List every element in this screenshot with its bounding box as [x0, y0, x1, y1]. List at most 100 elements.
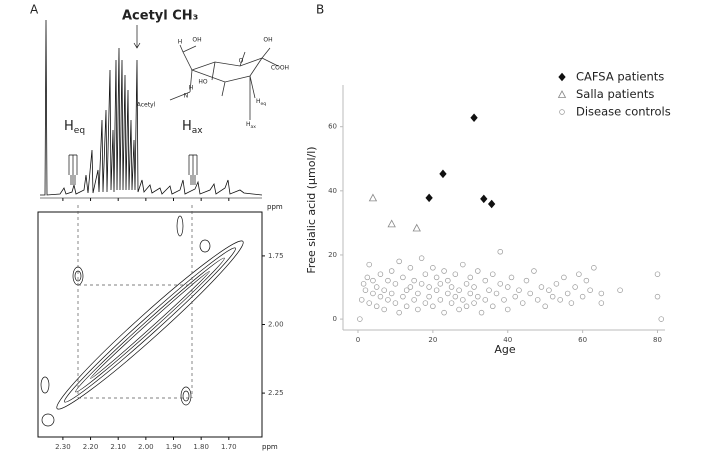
marker-circle [463, 281, 470, 287]
marker-circle [553, 281, 560, 287]
marker-circle [456, 287, 462, 293]
marker-circle [463, 303, 470, 310]
axis-label: ppm [262, 443, 278, 451]
marker-circle [538, 284, 545, 290]
marker-circle [422, 300, 429, 306]
marker-circle [407, 284, 414, 290]
marker-circle [400, 274, 406, 281]
marker-circle [366, 300, 372, 306]
marker-circle [478, 309, 485, 316]
marker-circle [561, 274, 567, 281]
marker-circle [364, 274, 371, 281]
marker-circle [411, 297, 417, 303]
marker-circle [452, 271, 459, 277]
marker-circle [456, 306, 462, 313]
marker-circle [546, 287, 552, 293]
marker-circle [407, 265, 414, 271]
marker-circle [559, 109, 565, 115]
marker-circle [400, 293, 406, 300]
marker-circle [557, 297, 563, 303]
marker-circle [523, 277, 530, 284]
x-tick-label: 2.00 [138, 443, 154, 451]
marker-circle [388, 290, 395, 297]
marker-circle [445, 290, 451, 297]
marker-circle [493, 290, 500, 297]
panel-label: B [316, 3, 324, 17]
x-tick-label: 60 [578, 336, 587, 344]
molecule-label: HO [198, 79, 208, 86]
h-eq-label: Heq [64, 119, 85, 136]
marker-circle [508, 274, 515, 281]
marker-circle [370, 290, 376, 297]
marker-diamond [425, 193, 433, 203]
marker-circle [396, 258, 402, 265]
marker-circle [396, 309, 402, 316]
marker-circle [654, 293, 661, 300]
marker-triangle [368, 193, 378, 202]
marker-circle [583, 277, 590, 284]
marker-circle [460, 297, 466, 303]
nmr-spectrum [40, 19, 263, 199]
axis-label: ppm [267, 203, 283, 211]
molecule [169, 44, 279, 120]
marker-circle [415, 306, 421, 313]
marker-circle [497, 281, 504, 287]
marker-circle [471, 284, 477, 290]
hsqc-contours [40, 215, 244, 427]
y-tick-label: 60 [328, 123, 337, 131]
molecule-label: COOH [271, 65, 289, 72]
marker-circle [658, 316, 665, 322]
y-tick-label: 2.25 [268, 389, 284, 397]
marker-circle [475, 293, 481, 300]
molecule-label: OH [192, 37, 201, 44]
marker-circle [392, 281, 399, 287]
marker-circle [373, 284, 380, 290]
marker-circle [482, 277, 489, 284]
legend-label: Salla patients [576, 87, 654, 101]
marker-circle [385, 277, 391, 284]
x-axis-title: Age [494, 343, 516, 356]
x-tick-label: 2.30 [55, 443, 71, 451]
marker-circle [373, 303, 380, 310]
marker-triangle [412, 223, 421, 232]
marker-circle [366, 261, 372, 268]
marker-circle [617, 287, 623, 293]
marker-circle [441, 268, 447, 274]
marker-circle [445, 277, 451, 284]
marker-circle [430, 265, 436, 271]
marker-circle [504, 306, 511, 313]
molecule-label: Hax [246, 121, 256, 130]
marker-diamond [470, 113, 478, 122]
marker-circle [598, 300, 605, 306]
marker-circle [357, 316, 363, 322]
x-tick-label: 1.70 [221, 443, 237, 451]
marker-circle [504, 284, 511, 290]
marker-circle [460, 261, 466, 268]
legend-label: CAFSA patients [576, 70, 664, 84]
marker-circle [654, 271, 661, 277]
marker-circle [579, 293, 586, 300]
atom-sub: eq [261, 102, 267, 107]
marker-circle [377, 293, 384, 300]
marker-circle [381, 306, 387, 313]
marker-circle [418, 281, 425, 287]
molecule-label: N [184, 93, 189, 100]
marker-circle [452, 293, 459, 300]
marker-circle [426, 293, 432, 300]
marker-diamond [480, 194, 488, 204]
marker-circle [572, 284, 578, 290]
marker-circle [392, 300, 399, 306]
atom: H [246, 121, 251, 128]
marker-circle [512, 293, 518, 300]
marker-circle [542, 303, 548, 310]
guide-lines [77, 205, 193, 399]
marker-circle [591, 265, 597, 271]
marker-circle [482, 297, 489, 303]
marker-circle [422, 271, 429, 277]
panel-label: A [30, 3, 39, 17]
marker-circle [531, 268, 537, 274]
molecule-label: Heq [256, 98, 266, 107]
legend-label: Disease controls [576, 105, 671, 119]
marker-circle [437, 281, 444, 287]
